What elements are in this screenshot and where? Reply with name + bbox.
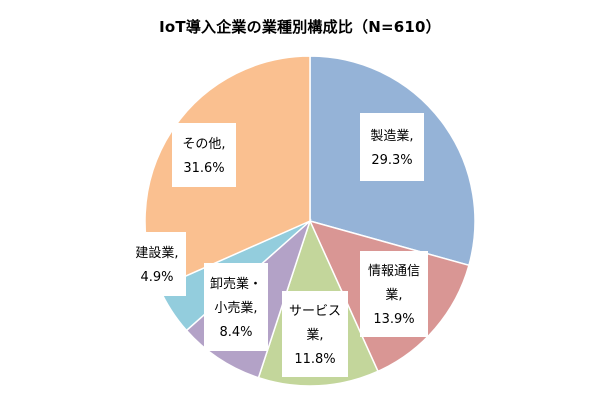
data-label-6: その他, 31.6% [172,123,236,187]
data-label-line: 13.9% [373,312,414,327]
data-label-5: 建設業, 4.9% [128,232,186,296]
data-label-line: 製造業, [370,128,413,144]
data-label-line: サービス [289,304,341,319]
data-label-4: 卸売業・小売業, 8.4% [204,263,268,351]
data-label-1: 製造業, 29.3% [360,113,424,181]
data-label-box [360,113,424,181]
data-label-line: 小売業, [214,300,257,316]
data-label-line: 11.8% [294,352,335,367]
data-label-line: その他, [182,137,225,152]
data-label-box [282,291,348,377]
data-label-line: 8.4% [219,325,252,340]
data-label-line: 業, [306,327,323,343]
data-label-line: 情報通信 [368,264,420,279]
data-label-box [204,263,268,351]
data-label-line: 卸売業・ [210,276,262,292]
data-label-line: 29.3% [371,153,412,168]
data-label-line: 31.6% [183,161,224,176]
data-label-line: 4.9% [140,270,173,285]
data-label-box [360,251,428,337]
pie-data-labels: 製造業,29.3%情報通信業,13.9%サービス業,11.8%卸売業・小売業,8… [128,113,428,377]
chart-title: IoT導入企業の業種別構成比（N=610） [159,18,441,36]
data-label-box [172,123,236,187]
data-label-box [128,232,186,296]
data-label-line: 建設業, [135,245,178,261]
data-label-line: 業, [385,287,402,303]
